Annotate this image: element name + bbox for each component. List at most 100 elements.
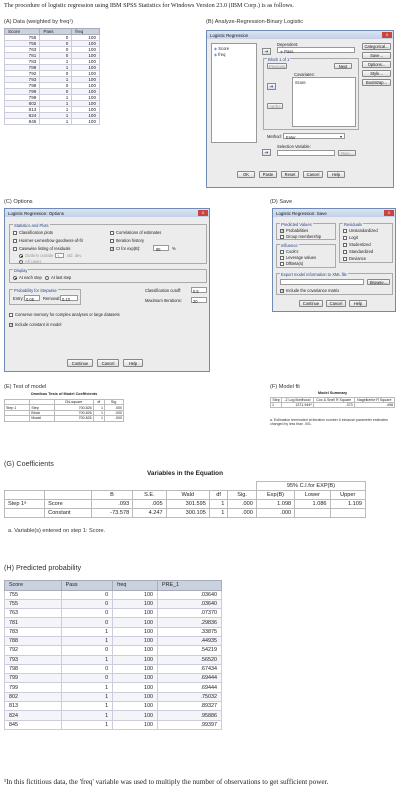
- dialog-title: Logistic Regression: [210, 32, 249, 38]
- covariate-item[interactable]: Score: [295, 80, 306, 85]
- column-header: -2 Log likelihood: [281, 397, 314, 403]
- help-button[interactable]: Help: [123, 359, 143, 367]
- table-cell: 1: [60, 682, 114, 693]
- conserve-memory-checkbox[interactable]: Conserve memory for complex analyses or …: [9, 312, 120, 317]
- variable-list[interactable]: ◈ Score ◈ freq: [211, 43, 257, 143]
- max-iterations-field[interactable]: 20: [191, 297, 207, 304]
- probabilities-checkbox[interactable]: Probabilities: [280, 228, 308, 233]
- cancel-button[interactable]: Cancel: [326, 300, 346, 307]
- table-cell: 100: [112, 719, 158, 730]
- table-cell: 100: [112, 663, 158, 675]
- include-constant-checkbox[interactable]: Include constant in model: [9, 322, 61, 327]
- variable-item-score[interactable]: ◈ Score: [214, 46, 229, 51]
- caption-e: (E) Test of model: [4, 384, 47, 390]
- cooks-checkbox[interactable]: Cook's: [280, 249, 298, 254]
- table-cell: 100: [112, 617, 158, 628]
- logit-checkbox[interactable]: Logit: [343, 235, 358, 240]
- close-icon[interactable]: X: [198, 210, 208, 216]
- table-cell: 783: [4, 626, 62, 638]
- group-membership-checkbox[interactable]: Group membership: [280, 234, 321, 239]
- previous-button[interactable]: Previous: [267, 63, 287, 69]
- dependent-field[interactable]: ◈ Pass: [277, 47, 355, 54]
- close-icon[interactable]: X: [382, 32, 392, 38]
- table-row: Step 1ᵃ Score .093.005 301.595 1.000 1.098 1.0…: [3, 499, 367, 509]
- deviance-checkbox[interactable]: Deviance: [343, 256, 366, 261]
- style-button[interactable]: Style...: [362, 70, 391, 77]
- column-header: df: [208, 490, 229, 500]
- table-cell: 100: [112, 645, 158, 656]
- options-button[interactable]: Options...: [362, 61, 391, 68]
- ok-button[interactable]: OK: [237, 171, 255, 178]
- bootstrap-button[interactable]: Bootstrap...: [362, 79, 391, 86]
- outliers-radio[interactable]: Outliers outside: [19, 253, 53, 258]
- column-header: freq: [71, 27, 100, 36]
- table-cell: 845: [3, 118, 41, 126]
- help-button[interactable]: Help: [327, 171, 345, 178]
- column-header: S.E.: [132, 490, 167, 500]
- cutoff-field[interactable]: 0.5: [191, 287, 207, 294]
- save-button[interactable]: Save...: [362, 52, 391, 59]
- studentized-checkbox[interactable]: Studentized: [343, 242, 371, 247]
- removal-field[interactable]: 0.10: [60, 295, 78, 302]
- reset-button[interactable]: Reset: [281, 171, 299, 178]
- entry-field[interactable]: 0.05: [24, 295, 40, 302]
- continue-button[interactable]: Continue: [67, 359, 93, 367]
- ci-value-field[interactable]: 95: [153, 245, 169, 252]
- all-cases-radio[interactable]: All cases: [19, 259, 41, 264]
- column-header: Wald: [165, 490, 210, 500]
- table-row: 763 0 100.07370: [4, 608, 223, 619]
- table-cell: [294, 508, 331, 518]
- table-cell: 1.098: [255, 499, 296, 509]
- leverage-checkbox[interactable]: Leverage values: [280, 255, 316, 260]
- variable-item-freq[interactable]: ◈ freq: [214, 52, 226, 57]
- iteration-history-checkbox[interactable]: Iteration history: [110, 238, 144, 243]
- standardized-checkbox[interactable]: Standardized: [343, 249, 373, 254]
- xml-path-field[interactable]: [280, 279, 364, 285]
- move-dependent-arrow[interactable]: ➜: [262, 48, 271, 55]
- interaction-button[interactable]: >a*b>: [267, 103, 283, 109]
- covariance-matrix-checkbox[interactable]: Include the covariance matrix: [280, 288, 339, 293]
- help-button[interactable]: Help: [349, 300, 367, 307]
- paste-button[interactable]: Paste: [259, 171, 277, 178]
- table-cell: [3, 508, 46, 518]
- covariates-list[interactable]: Score: [292, 77, 356, 127]
- column-header: PRE_1: [156, 580, 223, 591]
- classification-plots-checkbox[interactable]: Classification plots: [13, 230, 53, 235]
- outliers-field[interactable]: 2: [55, 253, 64, 259]
- at-last-step-radio[interactable]: At last step: [45, 275, 71, 280]
- move-selection-arrow[interactable]: ➜: [262, 149, 271, 156]
- browse-button[interactable]: Browse...: [367, 279, 390, 285]
- unstandardized-checkbox[interactable]: Unstandardized: [343, 228, 378, 233]
- close-icon[interactable]: X: [384, 210, 394, 216]
- method-select[interactable]: Enter ▾: [283, 133, 345, 140]
- table-row: 813 1 100.89327: [4, 701, 223, 712]
- continue-button[interactable]: Continue: [299, 300, 323, 307]
- table-cell: 0: [60, 663, 114, 675]
- selection-variable-field[interactable]: [277, 150, 335, 156]
- hosmer-lemeshow-checkbox[interactable]: Hosmer-Lemeshow goodness-of-fit: [13, 238, 83, 243]
- column-header: [44, 490, 92, 500]
- cancel-button[interactable]: Cancel: [303, 171, 323, 178]
- table-cell: 1: [60, 691, 114, 703]
- categorical-button[interactable]: Categorical...: [362, 43, 391, 50]
- rule-button[interactable]: Rule...: [338, 150, 356, 156]
- method-label: Method:: [267, 134, 282, 139]
- move-covariate-arrow[interactable]: ➜: [267, 83, 276, 90]
- table-cell: .000: [227, 508, 257, 518]
- dfbeta-checkbox[interactable]: DfBeta(s): [280, 261, 303, 266]
- at-each-step-radio[interactable]: At each step: [13, 275, 42, 280]
- column-header: Nagelkerke R Square: [353, 397, 396, 403]
- casewise-listing-checkbox[interactable]: Casewise listing of residuals: [13, 246, 70, 251]
- table-cell: 792: [4, 645, 62, 656]
- dialog-titlebar: Logistic Regression: Save X: [273, 209, 395, 217]
- table-cell: .093: [90, 499, 134, 509]
- table-cell: 4.247: [132, 508, 167, 518]
- table-cell: 1: [208, 508, 229, 518]
- omnibus-title: Omnibus Tests of Model Coefficients: [30, 392, 98, 396]
- next-button[interactable]: Next: [334, 63, 352, 69]
- cancel-button[interactable]: Cancel: [97, 359, 119, 367]
- correlations-checkbox[interactable]: Correlations of estimates: [110, 230, 161, 235]
- table-cell: 1: [60, 635, 114, 647]
- ci-expb-checkbox[interactable]: CI for exp(B):: [110, 246, 140, 251]
- table-row: Constant -73.578 4.247 300.105 1.000.000: [3, 508, 367, 518]
